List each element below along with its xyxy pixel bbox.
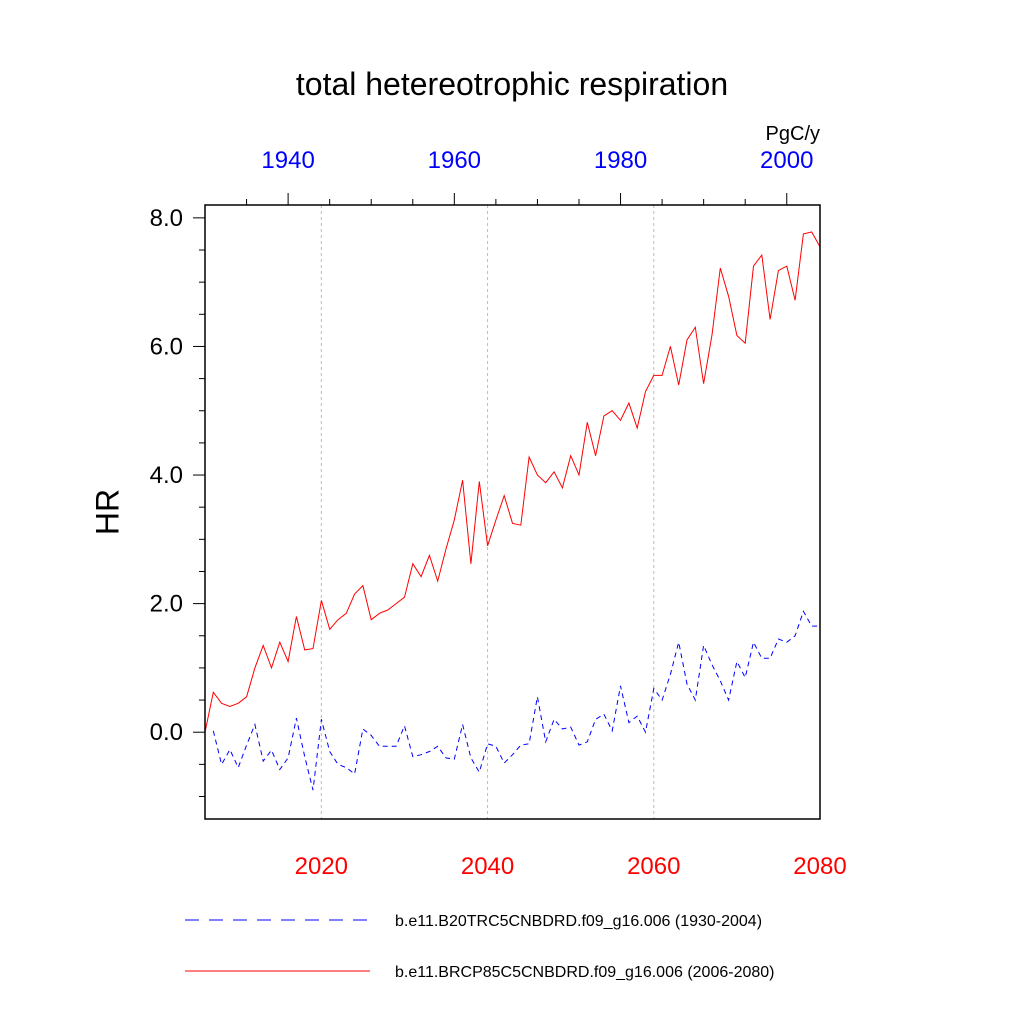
top-tick-label: 2000	[760, 147, 813, 174]
y-tick-label: 8.0	[150, 205, 183, 232]
top-tick-label: 1980	[594, 147, 647, 174]
top-tick-label: 1940	[261, 147, 314, 174]
bottom-tick-label: 2060	[627, 853, 680, 880]
y-tick-label: 6.0	[150, 333, 183, 360]
plot-frame	[204, 204, 821, 820]
bottom-tick-label: 2080	[793, 853, 846, 880]
legend-label-historical: b.e11.B20TRC5CNBDRD.f09_g16.006 (1930-20…	[395, 913, 762, 930]
legend: b.e11.B20TRC5CNBDRD.f09_g16.006 (1930-20…	[185, 913, 774, 981]
axes: 8.0 6.0 4.0 2.0 0.0 1940 1960 1980 2000 2020 2040 2…	[150, 147, 847, 880]
chart-title: total hetereotrophic respiration	[296, 66, 728, 102]
top-tick-label: 1960	[428, 147, 481, 174]
grid	[320, 205, 655, 819]
series-line-rcp85	[204, 231, 821, 733]
y-tick-label: 2.0	[150, 591, 183, 618]
series-line-historical	[212, 610, 820, 791]
series-group	[204, 231, 821, 791]
y-tick-label: 0.0	[150, 719, 183, 746]
legend-label-rcp85: b.e11.BRCP85C5CNBDRD.f09_g16.006 (2006-2…	[395, 964, 774, 981]
y-axis-label: HR	[89, 489, 125, 535]
bottom-tick-label: 2040	[461, 853, 514, 880]
units-label: PgC/y	[766, 123, 820, 145]
y-tick-label: 4.0	[150, 462, 183, 489]
bottom-tick-label: 2020	[295, 853, 348, 880]
